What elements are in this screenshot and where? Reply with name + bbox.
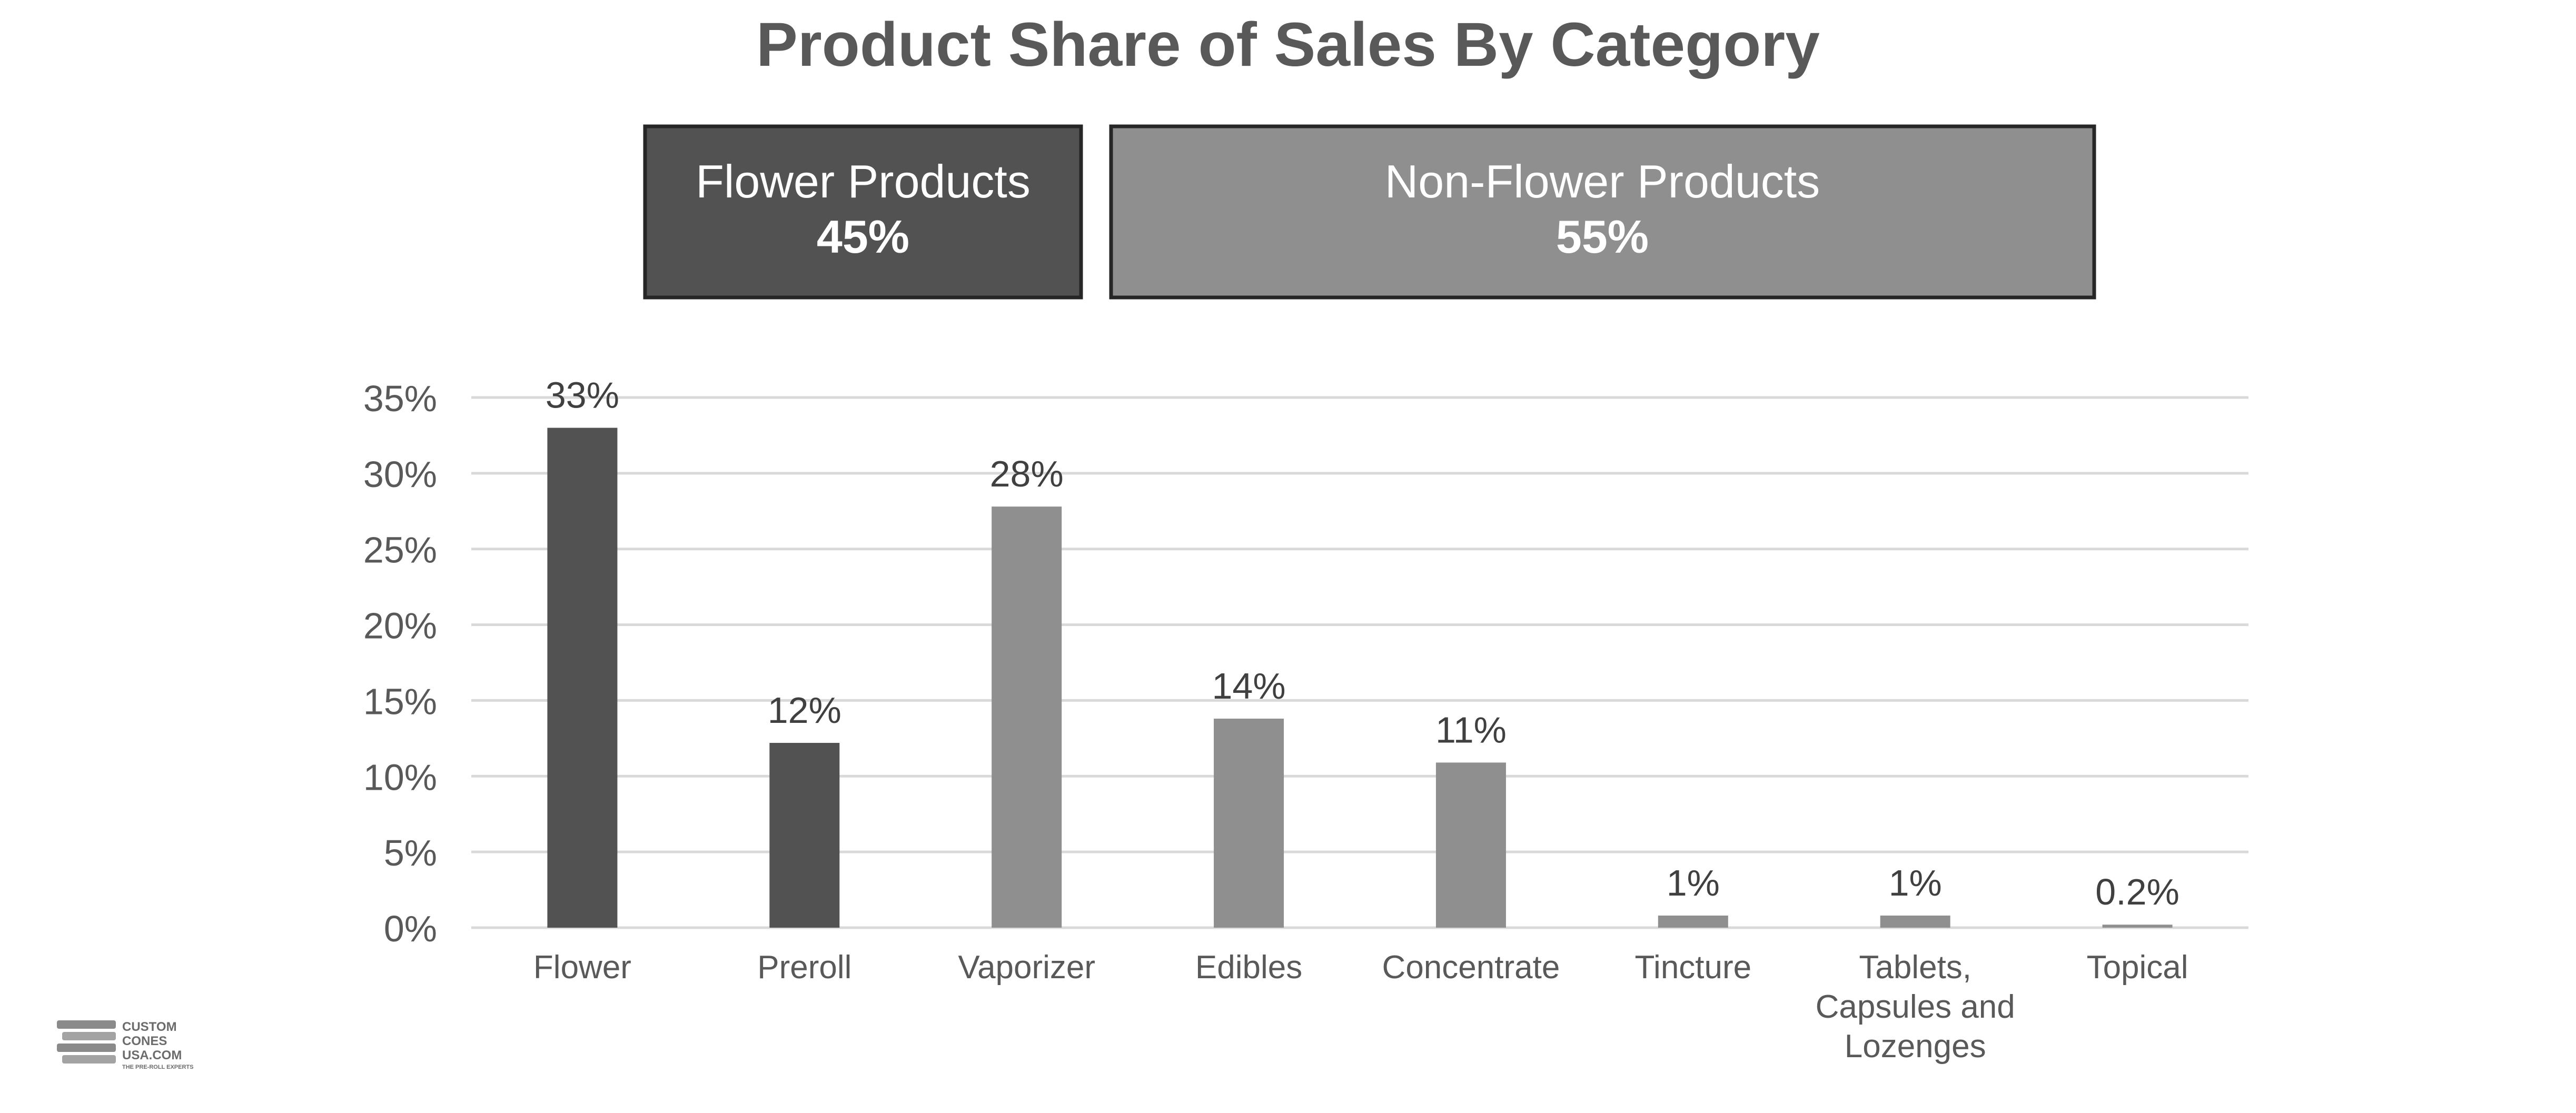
bars bbox=[547, 428, 2173, 928]
group-boxes: Flower Products 45% Non-Flower Products … bbox=[643, 124, 2096, 300]
logo-mark-icon bbox=[57, 1020, 116, 1064]
logo-line-2: CONES bbox=[122, 1034, 167, 1048]
group-box-flower-name: Flower Products bbox=[696, 155, 1031, 207]
x-category-label: Flower bbox=[533, 949, 631, 986]
data-label: 28% bbox=[990, 453, 1064, 494]
group-box-flower: Flower Products 45% bbox=[643, 124, 1083, 300]
y-tick-label: 30% bbox=[363, 454, 437, 495]
y-tick-label: 15% bbox=[363, 681, 437, 722]
x-category-label: Preroll bbox=[757, 949, 851, 986]
logo-tagline: THE PRE-ROLL EXPERTS bbox=[122, 1064, 193, 1070]
y-tick-label: 0% bbox=[384, 908, 437, 949]
data-label: 14% bbox=[1212, 665, 1286, 707]
y-tick-label: 10% bbox=[363, 757, 437, 798]
data-label: 11% bbox=[1435, 709, 1507, 750]
y-tick-label: 20% bbox=[363, 605, 437, 647]
group-box-flower-rect bbox=[643, 124, 1083, 300]
bar bbox=[1214, 718, 1284, 928]
logo-line-1: CUSTOM bbox=[122, 1020, 177, 1034]
data-label: 1% bbox=[1889, 862, 1942, 903]
data-label: 33% bbox=[546, 375, 619, 416]
bar bbox=[2102, 925, 2173, 928]
bar bbox=[1880, 915, 1950, 928]
x-category-label: Tablets, Capsules and Lozenges bbox=[1816, 949, 2015, 1065]
y-tick-label: 25% bbox=[363, 530, 437, 571]
chart-title: Product Share of Sales By Category bbox=[756, 10, 1820, 80]
logo-line-3: USA.COM bbox=[122, 1048, 182, 1062]
group-box-non-flower: Non-Flower Products 55% bbox=[1109, 124, 2096, 300]
x-category-label: Topical bbox=[2087, 949, 2188, 986]
gridlines bbox=[471, 396, 2248, 929]
data-label: 12% bbox=[768, 690, 841, 731]
group-box-flower-value: 45% bbox=[817, 211, 909, 263]
y-tick-label: 35% bbox=[363, 378, 437, 419]
bar bbox=[547, 428, 618, 928]
data-label: 1% bbox=[1667, 862, 1720, 903]
logo: CUSTOM CONES USA.COM THE PRE-ROLL EXPERT… bbox=[57, 1020, 193, 1070]
data-labels: 33% 12% 28% 14% 11% 1% 1% 0.2% bbox=[546, 375, 2179, 913]
x-category-label: Concentrate bbox=[1382, 949, 1560, 986]
group-box-non-flower-value: 55% bbox=[1556, 211, 1649, 263]
bar bbox=[769, 742, 840, 928]
y-tick-label: 5% bbox=[384, 832, 437, 873]
bar bbox=[1658, 915, 1728, 928]
x-axis-categories: Flower Preroll Vaporizer Edibles Concentrate… bbox=[533, 949, 2188, 1065]
x-category-label: Tincture bbox=[1634, 949, 1751, 986]
bar bbox=[1435, 762, 1506, 928]
y-axis-ticks: 0% 5% 10% 15% 20% 25% 30% 35% bbox=[363, 378, 437, 949]
x-category-label: Edibles bbox=[1195, 949, 1302, 986]
bar bbox=[992, 506, 1062, 928]
group-box-non-flower-rect bbox=[1109, 124, 2096, 300]
x-category-label: Vaporizer bbox=[958, 949, 1095, 986]
data-label: 0.2% bbox=[2095, 871, 2179, 912]
group-box-non-flower-name: Non-Flower Products bbox=[1385, 155, 1820, 207]
